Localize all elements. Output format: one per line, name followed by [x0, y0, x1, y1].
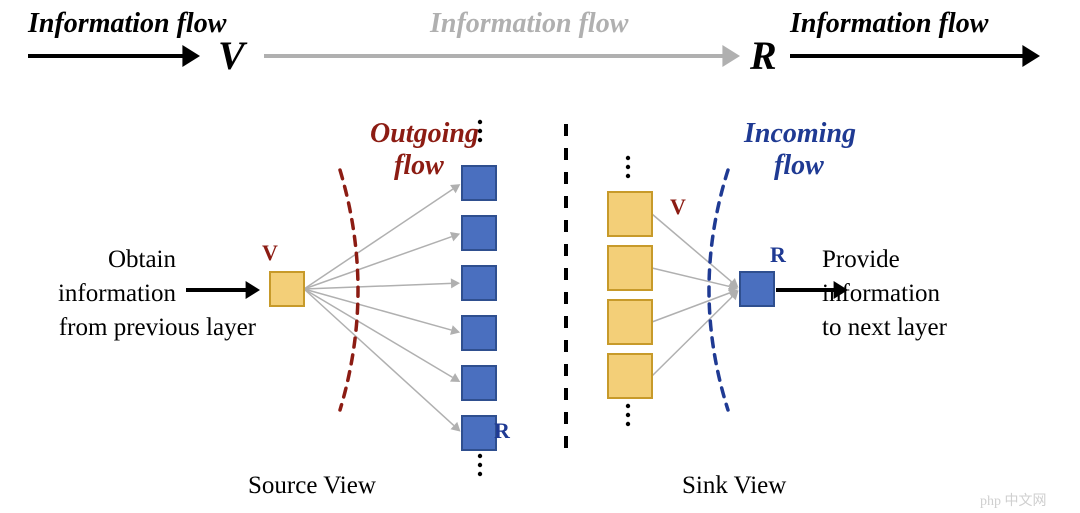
sink-v-node-3	[608, 354, 652, 398]
arrow-right	[790, 45, 1040, 67]
sink-v-node-1	[608, 246, 652, 290]
source-r-node-4	[462, 366, 496, 400]
source-r-node-1	[462, 216, 496, 250]
source-caption-2: from previous layer	[59, 314, 256, 342]
sink-edge-1	[652, 268, 738, 291]
source-edge-3	[304, 289, 460, 335]
source-edge-1	[304, 232, 460, 289]
header-center-label: Information flow	[430, 8, 628, 40]
source-r-node-0	[462, 166, 496, 200]
sink-caption-2: to next layer	[822, 314, 947, 342]
sink-v-node-2	[608, 300, 652, 344]
source-edge-4	[304, 289, 460, 382]
label-sink-view: Sink View	[682, 472, 786, 500]
source-caption-1: information	[58, 280, 176, 308]
sink-dashed-arc	[709, 170, 728, 410]
source-arrow-in	[186, 281, 260, 299]
source-v-label: V	[262, 240, 278, 266]
label-source-view: Source View	[248, 472, 376, 500]
sink-r-label: R	[770, 242, 786, 268]
source-r-node-2	[462, 266, 496, 300]
source-r-label: R	[494, 418, 510, 444]
source-dashed-arc	[340, 170, 358, 410]
sink-caption-0: Provide	[822, 246, 900, 274]
sink-caption-1: information	[822, 280, 940, 308]
sink-edge-2	[652, 288, 738, 322]
outgoing-flow-label-1: flow	[394, 150, 444, 182]
source-edge-0	[304, 184, 460, 289]
source-caption-0: Obtain	[108, 246, 176, 274]
header-right-label: Information flow	[790, 8, 988, 40]
header-left-label: Information flow	[28, 8, 226, 40]
sink-r-node	[740, 272, 774, 306]
outgoing-flow-label-0: Outgoing	[370, 118, 479, 150]
arrow-center	[264, 45, 740, 67]
arrow-left	[28, 45, 200, 67]
source-r-node-3	[462, 316, 496, 350]
diagram-stage: Information flow Information flow Informat…	[0, 0, 1080, 513]
sink-v-node-0	[608, 192, 652, 236]
source-dots-bottom	[478, 454, 482, 476]
sink-edge-3	[652, 290, 739, 376]
incoming-flow-label-1: flow	[774, 150, 824, 182]
sink-dots-bottom	[626, 404, 630, 426]
header-r: R	[750, 32, 777, 79]
header-v: V	[218, 32, 245, 79]
sink-v-label: V	[670, 194, 686, 220]
sink-edge-0	[652, 214, 738, 288]
incoming-flow-label-0: Incoming	[744, 118, 856, 150]
watermark: php 中文网	[980, 490, 1047, 510]
source-v-node	[270, 272, 304, 306]
source-r-node-5	[462, 416, 496, 450]
sink-dots-top	[626, 156, 630, 178]
